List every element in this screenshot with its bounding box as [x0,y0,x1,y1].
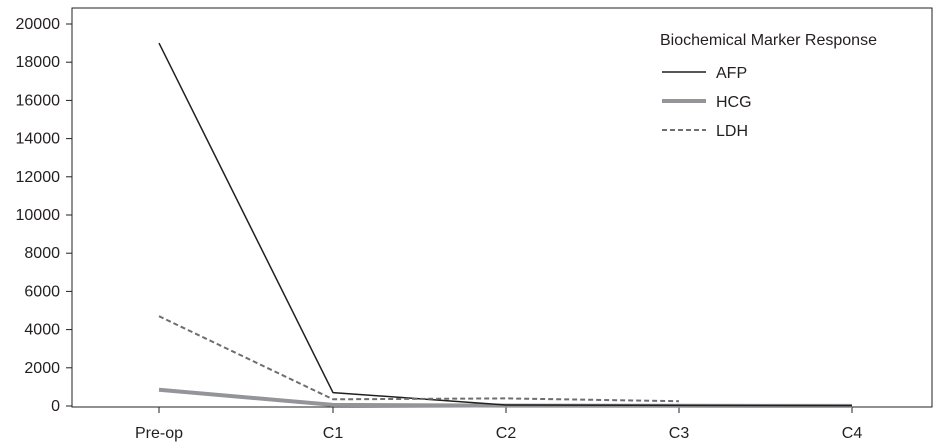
y-tick-label: 2000 [24,360,60,377]
series-line-hcg [158,387,853,408]
y-axis: 0 2000 4000 6000 8000 10000 12000 14000 16000 180… [16,16,72,415]
legend-items: AFP HCG LDH [662,65,752,140]
legend-title: Biochemical Marker Response [660,32,877,49]
series-line-ldh [158,315,680,403]
legend-label-hcg: HCG [716,94,752,111]
plot-frame [71,7,933,408]
x-axis: Pre-op C1 C2 C3 C4 [135,407,862,442]
series-line-afp [158,42,853,407]
y-tick-label: 20000 [16,16,61,33]
y-tick-label: 10000 [16,207,61,224]
y-tick-label: 0 [51,398,60,415]
x-tick-label: C3 [669,425,690,442]
legend-label-ldh: LDH [716,123,748,140]
x-tick-label: Pre-op [135,425,183,442]
y-tick-label: 8000 [24,245,60,262]
x-tick-label: C4 [842,425,863,442]
y-tick-label: 6000 [24,283,60,300]
legend-label-afp: AFP [716,65,747,82]
x-tick-label: C2 [496,425,517,442]
y-tick-label: 4000 [24,322,60,339]
y-tick-label: 16000 [16,92,61,109]
y-tick-label: 12000 [16,169,61,186]
y-tick-label: 14000 [16,131,61,148]
y-tick-label: 18000 [16,54,61,71]
legend: Biochemical Marker Response AFP HCG LDH [660,32,877,140]
x-tick-label: C1 [323,425,344,442]
series-layer [158,42,853,408]
